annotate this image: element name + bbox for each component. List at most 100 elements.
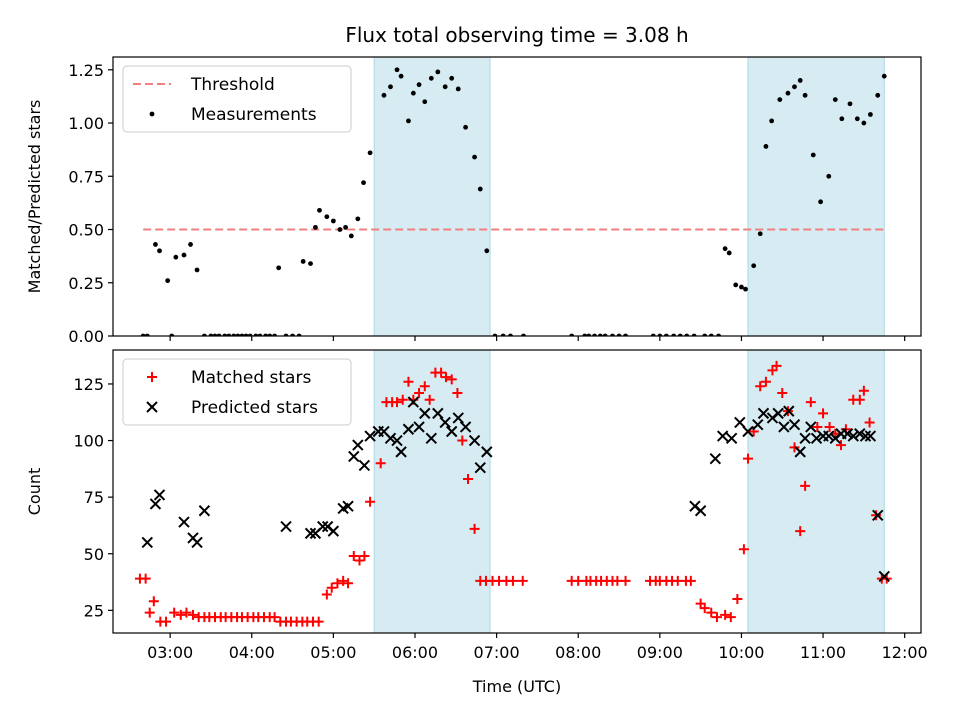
predicted-stars-point [859,430,872,442]
matched-stars-point [161,616,172,627]
predicted-stars-point [141,536,153,549]
matched-stars-point [365,496,376,507]
measurement-point [739,284,744,290]
measurement-point [398,73,404,79]
predicted-stars-point [734,416,746,429]
measurement-point [406,118,411,124]
predicted-stars-point [878,570,890,583]
axes-frame-top [112,56,922,337]
predicted-stars-point [348,450,360,463]
measurement-point [875,92,881,98]
measurement-point [818,199,824,205]
measurement-point [194,267,200,273]
predicted-stars-point [407,396,420,408]
measurement-point [484,248,490,254]
matched-stars-point [359,551,370,562]
predicted-stars-point [459,421,472,433]
measurement-point [153,242,158,247]
measurement-point [337,227,343,232]
matched-stars-point [269,612,280,623]
measurement-point [313,224,318,230]
matched-stars-point [620,575,631,586]
x-tick-label: 09:00 [637,643,683,662]
matched-stars-point [818,408,829,419]
legend-box [122,65,352,133]
matched-stars-point [725,612,736,623]
matched-stars-point [140,573,151,584]
x-tick-label: 05:00 [310,643,356,662]
predicted-stars-point [783,405,795,417]
matched-stars-point [313,616,324,627]
star-count-panel: 25 50 75 100 125 03:00 04:00 05:00 06:00 07:00 08:… [25,349,928,662]
matched-stars-point [446,374,457,385]
x-tick-label: 06:00 [392,643,438,662]
x-tick-label: 04:00 [229,643,275,662]
measurement-point [477,186,483,192]
predicted-stars-point [178,516,190,528]
measurement-point [442,84,448,90]
matched-stars-point [871,510,882,521]
measurement-point [173,254,179,260]
matched-stars-point [732,594,743,605]
y-tick-label: 125 [73,375,104,394]
x-axis-label: Time (UTC) [472,677,561,696]
measurement-point [854,116,860,122]
measurement-point [763,144,769,149]
predicted-stars-point [198,505,211,517]
measurement-point [449,75,455,81]
y-tick-label: 0.75 [68,167,104,186]
predicted-stars-point [799,432,811,445]
matched-stars-point [419,381,430,392]
y-tick-label: 75 [84,488,104,507]
predicted-stars-point [413,421,425,433]
observing-window-shade [373,350,491,633]
y-axis-label: Matched/Predicted stars [25,100,44,294]
matched-stars-point [685,575,696,586]
matched-stars-point [321,589,332,600]
matched-stars-point [711,612,722,623]
measurement-point [388,84,393,90]
measurement-point [188,242,193,247]
matched-stars-point [469,523,480,534]
legend-label: Predicted stars [191,398,318,418]
matched-stars-point [348,551,359,562]
y-tick-label: 1.00 [68,114,104,133]
predicted-stars-point [395,446,407,458]
matched-stars-point [148,596,159,607]
y-tick-label: 100 [73,432,104,451]
predicted-stars-point [709,452,722,465]
predicted-stars-point [757,407,770,420]
matched-stars-point [760,376,771,387]
legend-marker-swatch [147,372,157,382]
matched-stars-point [738,544,749,555]
matched-stars-point [175,609,186,620]
predicted-stars-point [847,430,859,442]
predicted-stars-point [384,432,397,445]
series-plus [134,360,892,627]
matched-stars-point [392,397,403,408]
measurement-point [861,120,867,126]
predicted-stars-point [716,430,729,442]
predicted-stars-point [149,498,162,510]
predicted-stars-point [425,432,438,445]
matched-stars-point [854,394,865,405]
predicted-stars-point [391,434,403,447]
y-tick-label: 1.25 [68,61,104,80]
measurement-point [455,86,461,92]
predicted-stars-point [864,430,877,442]
predicted-stars-point [752,419,764,431]
measurement-point [722,246,728,252]
predicted-stars-point [364,430,376,442]
measurement-point [777,97,783,102]
measurement-point [317,207,322,213]
measurement-point [733,282,739,288]
matched-stars-point [824,421,835,432]
matched-stars-point [375,458,386,469]
matched-stars-point [864,417,875,428]
predicted-stars-point [352,439,364,451]
matched-stars-point [771,360,782,371]
matched-stars-point [169,607,180,618]
flux-ratio-panel: 0.00 0.25 0.50 0.75 1.00 1.25 Matched/Predicte… [25,56,922,346]
predicted-stars-point [342,500,354,512]
measurement-point [422,99,428,105]
